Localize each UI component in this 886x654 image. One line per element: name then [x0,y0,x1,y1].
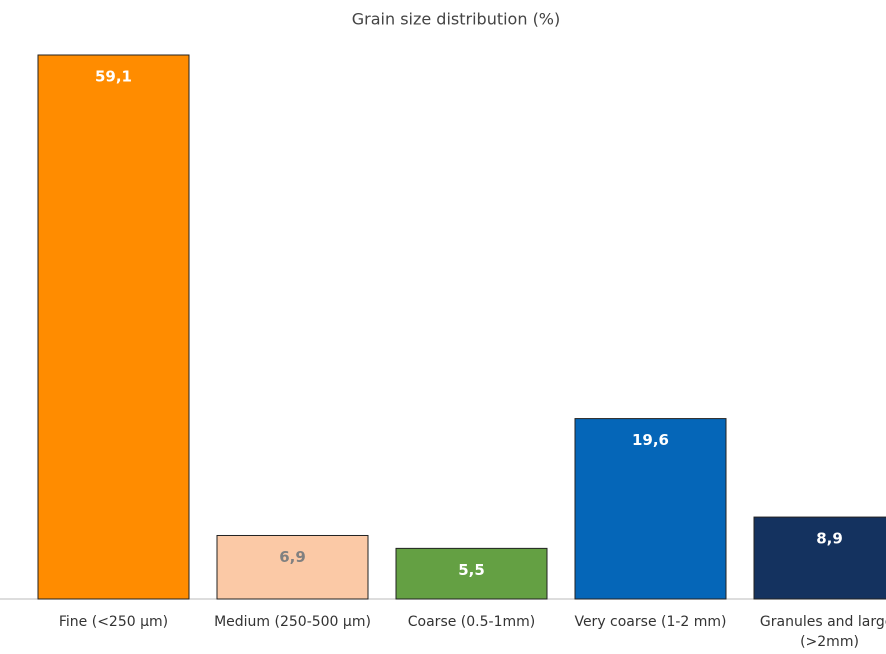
data-label: 19,6 [632,431,669,449]
data-label: 5,5 [458,561,485,579]
x-tick-label: Very coarse (1-2 mm) [574,614,727,630]
x-tick-label: Coarse (0.5-1mm) [407,614,536,630]
bar [216,534,369,600]
data-label: 6,9 [279,548,306,566]
chart-title: Grain size distribution (%) [352,10,561,29]
bar [753,516,886,600]
x-tick-label: Fine (<250 µm) [58,614,169,630]
data-label: 59,1 [95,68,132,86]
bar [395,547,548,600]
bar [574,418,727,600]
x-tick-label: Medium (250-500 µm) [214,614,371,630]
x-tick-label: Granules and larger (>2mm) [759,614,886,650]
bar [37,54,190,600]
data-label: 8,9 [816,530,843,548]
